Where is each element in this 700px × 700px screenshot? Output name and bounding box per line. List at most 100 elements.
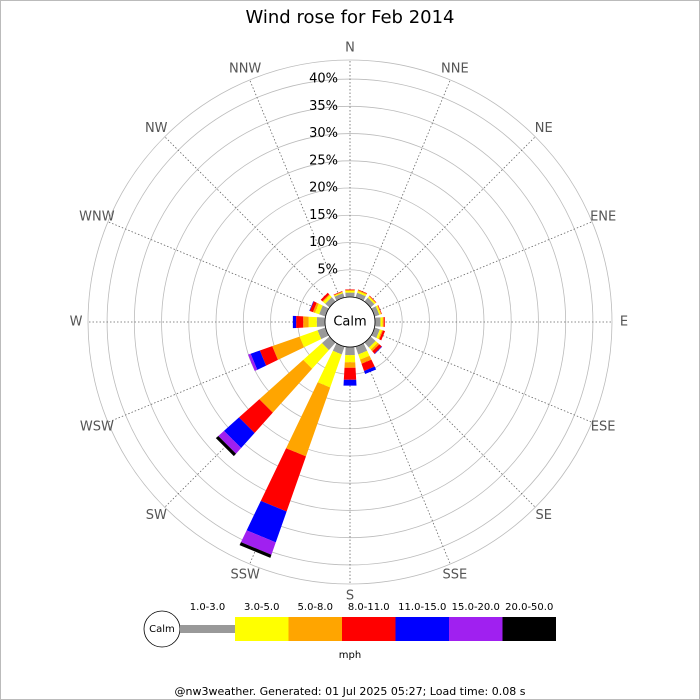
wind-segment — [364, 336, 376, 348]
spoke — [107, 221, 328, 313]
wind-segment — [383, 317, 385, 327]
legend-swatch — [235, 617, 289, 641]
wind-segment — [367, 296, 376, 305]
wind-segment — [286, 382, 331, 457]
spoke — [359, 344, 451, 565]
wind-segment — [303, 316, 309, 328]
wind-segment — [218, 430, 242, 454]
direction-label: SW — [146, 508, 167, 523]
outer-ring — [87, 59, 613, 585]
wind-segment — [380, 317, 383, 327]
wind-segment — [316, 317, 325, 327]
grid-ring — [270, 242, 430, 402]
wind-segment — [343, 367, 357, 380]
wind-segment — [375, 305, 381, 315]
wind-segment — [345, 347, 355, 356]
wind-segment — [364, 366, 377, 375]
wind-segment — [355, 292, 366, 301]
wind-segment — [364, 297, 375, 308]
wind-segment — [355, 343, 368, 355]
legend-label: 3.0-5.0 — [244, 602, 279, 613]
wind-segment — [368, 295, 377, 304]
wind-segment — [333, 291, 343, 296]
direction-label: NNW — [229, 61, 261, 76]
legend-swatch — [449, 617, 503, 641]
r-tick-label: 30% — [309, 126, 338, 141]
wind-segment — [371, 327, 380, 338]
wind-segment — [334, 292, 344, 297]
direction-label: WNW — [79, 210, 115, 225]
chart-title: Wind rose for Feb 2014 — [245, 7, 454, 28]
r-tick-label: 5% — [317, 262, 338, 277]
wind-segment — [368, 340, 378, 350]
wind-segment — [250, 350, 267, 370]
legend-swatch — [288, 617, 342, 641]
wind-segment — [323, 295, 332, 304]
wind-segment — [345, 289, 355, 292]
wind-segment — [371, 306, 380, 317]
direction-label: S — [346, 589, 354, 604]
direction-label: NE — [535, 121, 553, 136]
spoke — [372, 221, 593, 313]
wind-segment — [296, 316, 304, 328]
wind-segment — [215, 435, 237, 457]
wind-segment — [248, 353, 258, 372]
spoke — [367, 136, 536, 305]
direction-label: E — [620, 315, 628, 330]
wind-segment — [259, 346, 278, 366]
direction-label: W — [70, 315, 83, 330]
spoke — [372, 331, 593, 423]
r-tick-label: 40% — [309, 72, 338, 87]
calm-label: Calm — [333, 315, 366, 330]
grid-ring — [133, 105, 567, 539]
wind-segment — [292, 315, 297, 329]
wind-segment — [344, 355, 356, 363]
wind-segment — [333, 291, 343, 296]
wind-segment — [309, 301, 314, 312]
wind-segment — [309, 301, 317, 313]
wind-segment — [345, 291, 355, 293]
wind-segment — [374, 346, 383, 355]
wind-segment — [345, 292, 355, 297]
spoke — [164, 136, 333, 305]
wind-segment — [370, 342, 380, 352]
direction-label: SSW — [230, 568, 260, 583]
legend-swatch — [342, 617, 396, 641]
r-tick-label: 25% — [309, 153, 338, 168]
wind-segment — [322, 294, 330, 302]
legend-label: 5.0-8.0 — [298, 602, 333, 613]
legend-calm-label: Calm — [149, 624, 175, 635]
r-tick-label: 35% — [309, 99, 338, 114]
r-tick-label: 15% — [309, 208, 338, 223]
legend-swatch — [395, 617, 449, 641]
spoke — [249, 79, 341, 300]
wind-segment — [317, 327, 329, 340]
wind-segment — [357, 290, 367, 295]
direction-label: NNE — [441, 61, 469, 76]
wind-segment — [358, 289, 368, 294]
wind-segment — [240, 530, 276, 555]
wind-segment — [343, 379, 357, 386]
wind-segment — [299, 330, 322, 348]
legend-label: 8.0-11.0 — [348, 602, 390, 613]
wind-segment — [259, 359, 313, 413]
wind-segment — [320, 292, 330, 302]
wind-segment — [378, 330, 384, 340]
wind-segment — [360, 355, 372, 364]
legend-label: 1.0-3.0 — [190, 602, 225, 613]
wind-segment — [358, 350, 370, 360]
wind-segment — [317, 350, 342, 388]
wind-segment — [303, 343, 329, 369]
direction-label: WSW — [80, 419, 114, 434]
legend-label: 20.0-50.0 — [505, 602, 553, 613]
wind-segment — [325, 297, 336, 308]
wind-segment — [369, 295, 377, 303]
wind-segment — [377, 305, 382, 315]
wind-segment — [308, 316, 317, 328]
wind-segment — [312, 302, 319, 313]
spoke — [359, 79, 451, 300]
wind-segment — [372, 344, 382, 354]
wind-segment — [344, 362, 356, 368]
direction-label: NW — [145, 121, 168, 136]
